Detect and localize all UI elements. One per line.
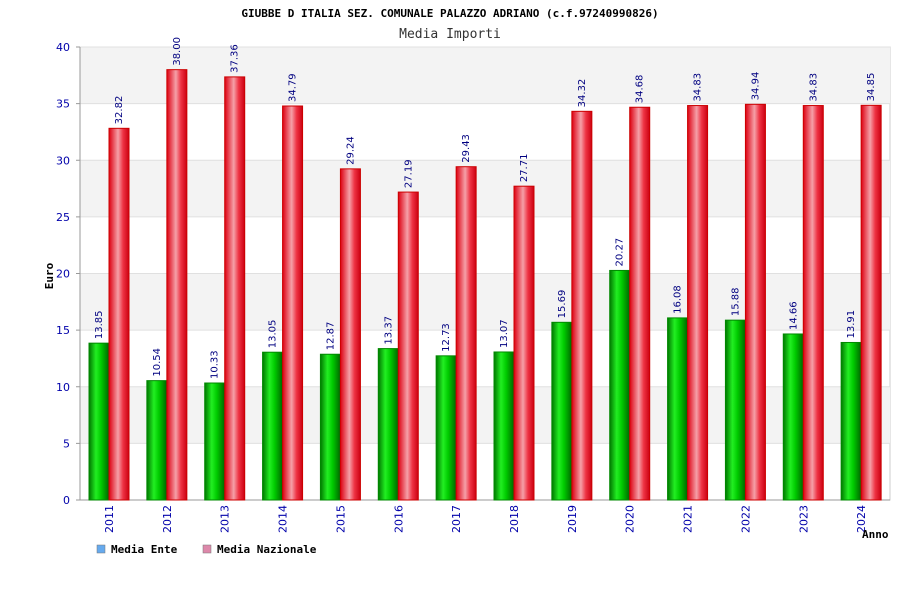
- bar-media-ente: [609, 269, 631, 501]
- bar-media-nazionale: [802, 105, 824, 501]
- data-label: 10.54: [152, 348, 163, 377]
- y-tick-label: 25: [56, 211, 70, 224]
- plot-band: [80, 47, 890, 104]
- data-label: 15.88: [730, 288, 741, 317]
- x-tick-label: 2017: [450, 505, 463, 533]
- chart-title: GIUBBE D ITALIA SEZ. COMUNALE PALAZZO AD…: [241, 7, 658, 20]
- legend-label-media-nazionale: Media Nazionale: [217, 543, 317, 556]
- data-label: 34.85: [866, 73, 877, 102]
- data-label: 34.83: [693, 73, 704, 102]
- x-tick-label: 2014: [277, 505, 290, 533]
- data-label: 15.69: [557, 290, 568, 319]
- x-tick-label: 2011: [103, 505, 116, 533]
- plot-band: [80, 273, 890, 331]
- x-tick-label: 2015: [334, 505, 347, 533]
- y-tick-label: 5: [63, 437, 70, 450]
- data-label: 13.07: [499, 319, 510, 348]
- bar-media-nazionale: [455, 166, 477, 501]
- bar-media-ente: [551, 321, 573, 501]
- y-tick-label: 15: [56, 324, 70, 337]
- bar-media-ente: [435, 355, 457, 501]
- data-label: 27.71: [519, 154, 530, 183]
- y-tick-label: 35: [56, 98, 70, 111]
- data-label: 12.73: [441, 323, 452, 352]
- bar-media-ente: [667, 317, 689, 501]
- data-label: 16.08: [673, 285, 684, 314]
- data-label: 34.79: [288, 73, 299, 102]
- legend-swatch-media-nazionale: [202, 544, 212, 554]
- bar-media-ente: [204, 382, 226, 501]
- data-label: 38.00: [172, 37, 183, 66]
- data-label: 34.94: [750, 72, 761, 101]
- bars: [88, 69, 882, 501]
- bar-media-ente: [782, 333, 804, 501]
- bar-media-nazionale: [339, 168, 361, 501]
- plot-band: [80, 386, 890, 444]
- bar-media-ente: [493, 351, 515, 501]
- bar-media-nazionale: [687, 105, 709, 501]
- data-label: 10.33: [210, 350, 221, 379]
- chart-subtitle: Media Importi: [399, 27, 501, 42]
- x-tick-label: 2013: [219, 505, 232, 533]
- bar-media-ente: [88, 342, 110, 501]
- x-tick-label: 2024: [855, 505, 868, 533]
- bar-media-ente: [377, 348, 399, 501]
- data-label: 13.85: [94, 311, 105, 340]
- bar-media-ente: [724, 319, 746, 501]
- data-label: 32.82: [114, 96, 125, 125]
- bar-media-ente: [840, 341, 862, 501]
- data-label: 12.87: [325, 322, 336, 351]
- bar-media-ente: [262, 351, 284, 501]
- data-label: 13.37: [383, 316, 394, 345]
- x-axis-ticks: 2011 2012 2013 2014 2015 2016 2017 2018 2019 2020…: [103, 505, 868, 533]
- x-tick-label: 2021: [682, 505, 695, 533]
- y-tick-label: 20: [56, 268, 70, 281]
- y-tick-label: 10: [56, 381, 70, 394]
- data-label: 14.66: [788, 301, 799, 330]
- bar-media-nazionale: [108, 127, 130, 501]
- data-label: 34.83: [808, 73, 819, 102]
- bar-media-nazionale: [860, 104, 882, 501]
- data-label: 34.68: [635, 75, 646, 104]
- x-tick-label: 2012: [161, 505, 174, 533]
- legend-swatch-media-ente: [96, 544, 106, 554]
- legend-label-media-ente: Media Ente: [111, 543, 178, 556]
- bar-media-ente: [319, 353, 341, 501]
- data-label: 37.36: [230, 44, 241, 73]
- data-label: 13.05: [268, 320, 279, 349]
- x-tick-label: 2020: [624, 505, 637, 533]
- bar-media-nazionale: [397, 191, 419, 501]
- bar-media-nazionale: [282, 105, 304, 501]
- y-axis-label: Euro: [43, 262, 56, 289]
- data-label: 27.19: [403, 159, 414, 188]
- y-tick-label: 0: [63, 494, 70, 507]
- data-label: 29.24: [345, 136, 356, 165]
- bar-media-nazionale: [513, 185, 535, 501]
- bar-media-nazionale: [224, 76, 246, 501]
- bar-media-nazionale: [166, 69, 188, 501]
- y-tick-label: 30: [56, 154, 70, 167]
- plot-band: [80, 160, 890, 217]
- bar-media-nazionale: [629, 106, 651, 501]
- x-tick-label: 2019: [566, 505, 579, 533]
- y-axis-ticks: 0 5 10 15 20 25 30 35 40: [56, 41, 70, 507]
- x-tick-label: 2022: [739, 505, 752, 533]
- data-label: 29.43: [461, 134, 472, 163]
- data-label: 34.32: [577, 79, 588, 108]
- data-label: 20.27: [615, 238, 626, 267]
- x-tick-label: 2016: [392, 505, 405, 533]
- bar-media-nazionale: [744, 103, 766, 501]
- x-tick-label: 2018: [508, 505, 521, 533]
- bar-media-ente: [146, 380, 168, 501]
- bar-media-nazionale: [571, 110, 593, 501]
- legend: Media Ente Media Nazionale: [96, 543, 317, 556]
- x-tick-label: 2023: [797, 505, 810, 533]
- data-labels: 13.85 32.82 10.54 38.00 10.33 37.36 13.05 34.79…: [94, 37, 877, 379]
- x-axis-label: Anno: [862, 528, 889, 541]
- data-label: 13.91: [846, 310, 857, 339]
- y-tick-label: 40: [56, 41, 70, 54]
